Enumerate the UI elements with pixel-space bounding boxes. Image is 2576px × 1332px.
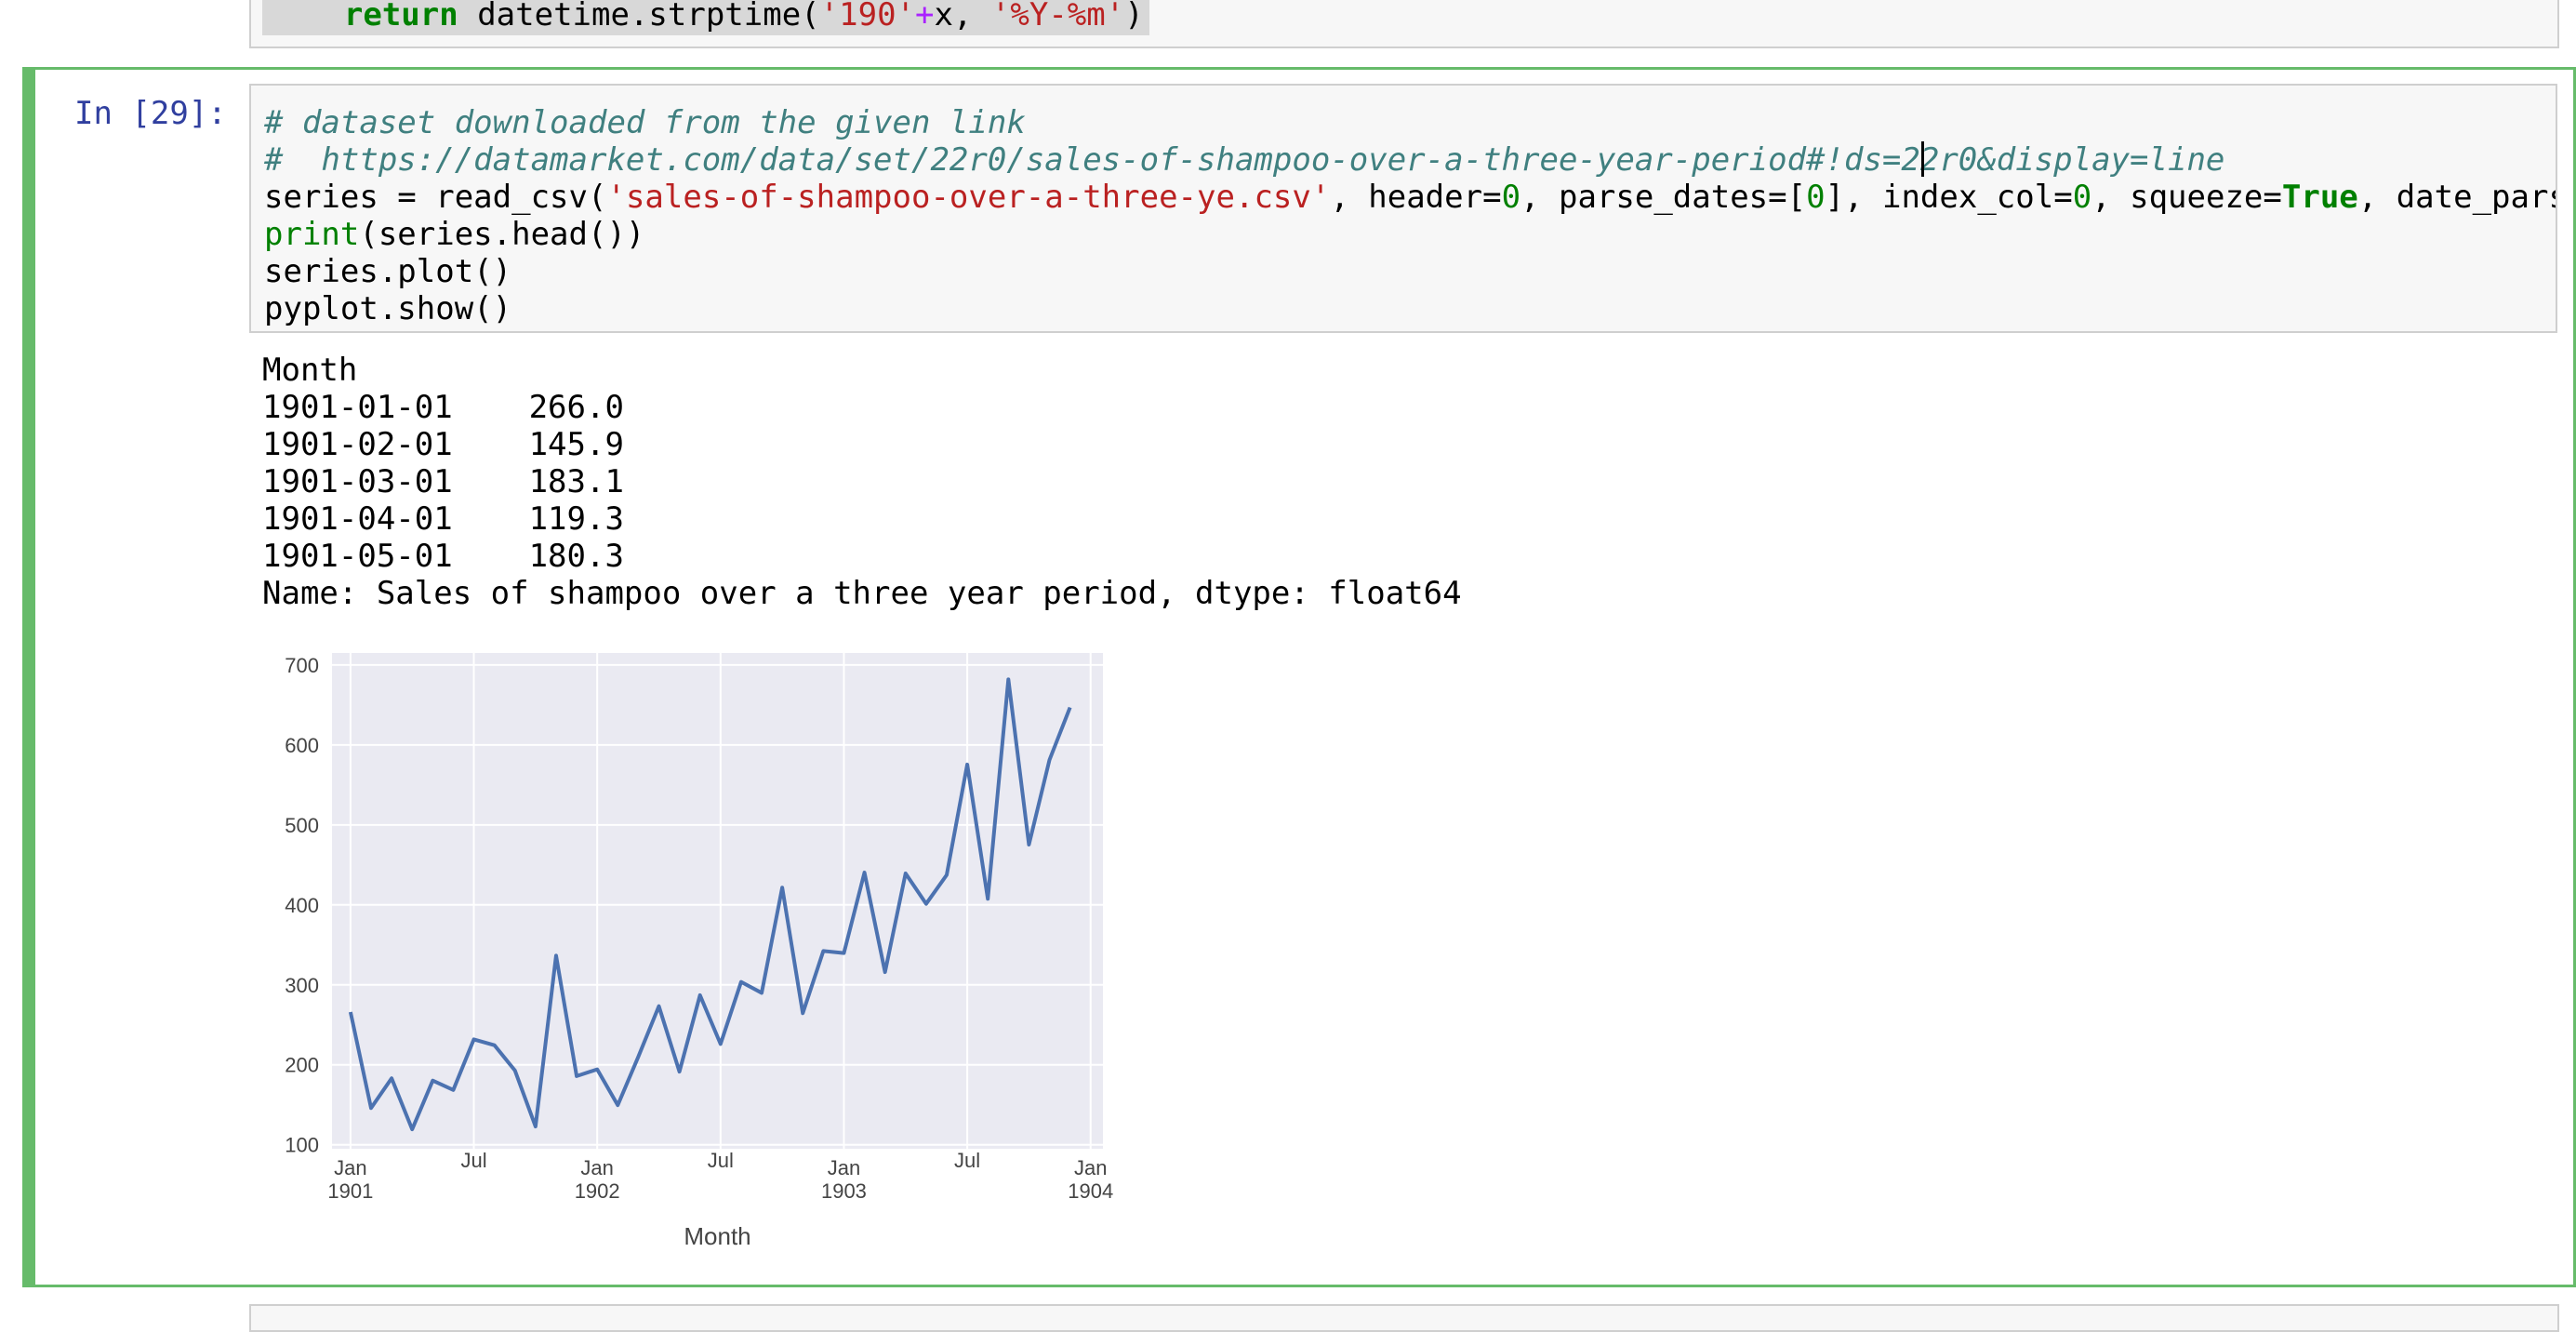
previous-code-line: return datetime.strptime('190'+x, '%Y-%m… [262,0,1149,35]
x-tick-label: Jan 1902 [575,1156,620,1203]
y-tick-label: 700 [285,654,319,677]
code-token: series.plot() [264,253,512,290]
output-line: 1901-03-01 183.1 [262,463,624,500]
code-token: , squeeze= [2091,179,2282,216]
x-tick-label: Jul [708,1149,734,1172]
cell-prompt: In [29]: [74,95,227,132]
y-tick-label: 400 [285,894,319,917]
code-token: # dataset downloaded from the given link [264,104,1026,141]
y-tick-label: 200 [285,1054,319,1077]
code-token: # https://datamarket.com/data/set/22r0/s… [264,141,2225,179]
code-token: + [915,0,935,33]
code-token: ) [1124,0,1144,33]
text-cursor [1921,141,1924,177]
code-token: , parse_dates=[ [1520,179,1807,216]
output-line: Name: Sales of shampoo over a three year… [262,575,1462,612]
code-token: pyplot.show() [264,290,512,327]
code-token: print [264,216,360,253]
code-token: (series.head()) [359,216,645,253]
code-token: 0 [1501,179,1521,216]
x-axis-label: Month [684,1222,750,1250]
line-chart: 100 200 300 400 500 600 700 Jan 1901 Jul Jan 1902 Ju… [285,653,1113,1250]
x-tick-label: Jul [954,1149,980,1172]
x-tick-label: Jan 1904 [1068,1156,1113,1203]
code-token: 0 [1806,179,1826,216]
code-token: True [2281,179,2358,216]
code-token: '190' [819,0,916,33]
code-token [268,0,344,33]
code-token: '%Y-%m' [990,0,1125,33]
x-tick-label: Jan 1901 [327,1156,373,1203]
code-line: # dataset downloaded from the given link [264,104,1026,141]
code-token: , date_parser=parser) [2357,179,2557,216]
output-line: Month [262,352,358,389]
output-line: 1901-04-01 119.3 [262,500,624,538]
output-line: 1901-01-01 266.0 [262,389,624,426]
code-line: series = read_csv('sales-of-shampoo-over… [264,179,2557,216]
x-tick-label: Jan 1903 [821,1156,867,1203]
code-line: print(series.head()) [264,216,644,253]
output-line: 1901-05-01 180.3 [262,538,624,575]
code-token: ], index_col= [1825,179,2073,216]
plot-area [332,653,1103,1149]
previous-code-cell[interactable]: return datetime.strptime('190'+x, '%Y-%m… [249,0,2559,48]
series-line [348,677,1072,1132]
code-token: datetime.strptime( [458,0,820,33]
y-tick-label: 300 [285,974,319,997]
code-token: 0 [2072,179,2092,216]
y-tick-label: 600 [285,734,319,757]
code-token: x, [934,0,991,33]
y-tick-label: 500 [285,814,319,837]
next-code-cell[interactable] [249,1304,2559,1332]
x-tick-label: Jul [460,1149,486,1172]
code-line: pyplot.show() [264,290,511,327]
y-tick-label: 100 [285,1134,319,1157]
output-line: 1901-02-01 145.9 [262,426,624,463]
code-token: , header= [1330,179,1502,216]
code-token: 'sales-of-shampoo-over-a-three-ye.csv' [606,179,1331,216]
code-line: # https://datamarket.com/data/set/22r0/s… [264,141,2224,179]
code-token: return [343,0,458,33]
code-line: series.plot() [264,253,511,290]
code-editor[interactable]: # dataset downloaded from the given link… [249,84,2557,333]
code-token: series = read_csv( [264,179,607,216]
